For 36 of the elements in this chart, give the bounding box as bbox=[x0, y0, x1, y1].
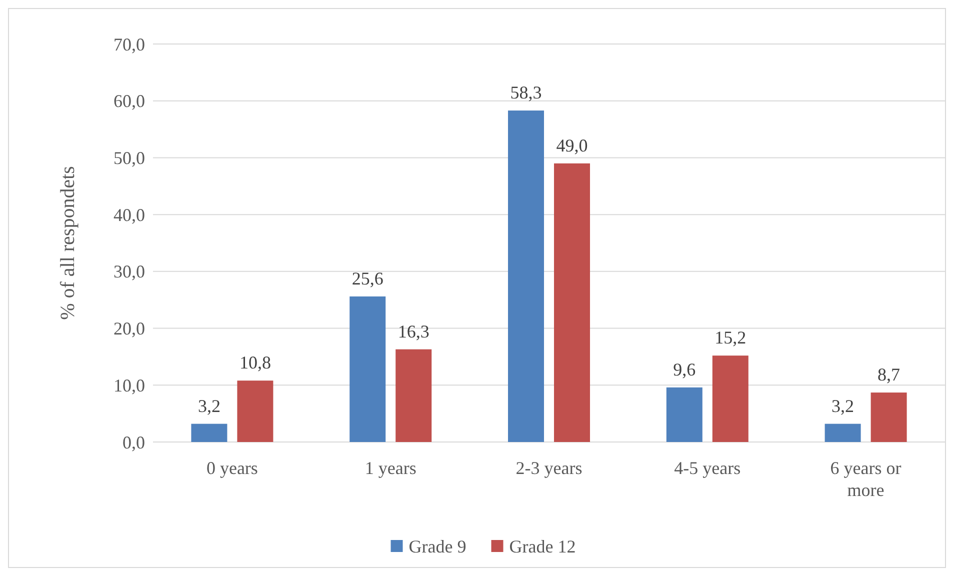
bar bbox=[712, 356, 748, 442]
bar bbox=[237, 380, 274, 442]
y-axis-title: % of all respondets bbox=[57, 166, 79, 320]
data-label: 3,2 bbox=[198, 396, 220, 416]
y-tick-label: 30,0 bbox=[114, 262, 145, 282]
x-tick-label: 6 years or more bbox=[830, 458, 902, 500]
bar bbox=[350, 296, 386, 442]
bar bbox=[191, 424, 228, 442]
x-tick-label: 0 years bbox=[206, 458, 258, 478]
y-tick-label: 70,0 bbox=[114, 34, 145, 54]
bar bbox=[508, 110, 544, 442]
data-label: 9,6 bbox=[673, 359, 696, 380]
data-label: 8,7 bbox=[878, 364, 900, 385]
y-tick-label: 10,0 bbox=[114, 375, 145, 396]
bar bbox=[554, 163, 590, 442]
legend-label: Grade 12 bbox=[509, 536, 576, 556]
bar bbox=[824, 424, 861, 442]
data-label: 25,6 bbox=[352, 268, 384, 288]
data-label: 49,0 bbox=[556, 135, 588, 156]
y-tick-label: 50,0 bbox=[114, 148, 145, 168]
data-label: 15,2 bbox=[714, 328, 746, 348]
y-tick-label: 60,0 bbox=[114, 91, 145, 112]
y-tick-label: 20,0 bbox=[114, 318, 145, 339]
legend-label: Grade 9 bbox=[408, 536, 466, 556]
y-tick-label: 0,0 bbox=[122, 432, 145, 452]
bar bbox=[396, 349, 432, 442]
data-label: 3,2 bbox=[832, 396, 854, 416]
y-tick-label: 40,0 bbox=[114, 204, 145, 225]
x-tick-label: 1 years bbox=[364, 458, 416, 478]
bar bbox=[666, 387, 702, 442]
x-tick-label: 2-3 years bbox=[516, 458, 582, 478]
data-label: 58,3 bbox=[510, 82, 542, 103]
x-tick-label: 4-5 years bbox=[674, 458, 741, 478]
data-label: 10,8 bbox=[239, 352, 271, 373]
data-label: 16,3 bbox=[398, 321, 430, 342]
bar bbox=[870, 392, 907, 442]
